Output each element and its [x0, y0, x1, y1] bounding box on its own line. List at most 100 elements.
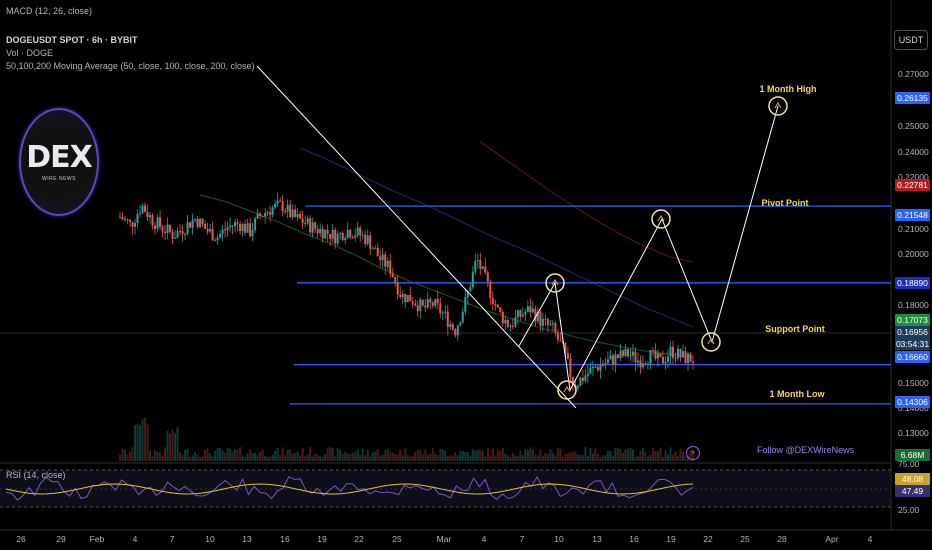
volume-bar [421, 453, 424, 461]
candle [469, 287, 472, 292]
candle [176, 231, 179, 238]
candle [296, 213, 299, 217]
volume-bar [124, 449, 127, 461]
candle [184, 233, 187, 235]
candle [411, 301, 414, 304]
volume-bar [556, 447, 559, 461]
candle [514, 317, 517, 327]
rsi-legend[interactable]: RSI (14, close) [6, 470, 66, 480]
candle [506, 319, 509, 327]
currency-button[interactable]: USDT [894, 30, 928, 50]
volume-bar [671, 454, 674, 461]
macd-header[interactable]: MACD (12, 26, close) [6, 6, 93, 16]
volume-bar [619, 449, 622, 461]
volume-bar [336, 447, 339, 461]
volume-bar [281, 447, 284, 461]
volume-bar [289, 449, 292, 461]
volume-bar [684, 456, 687, 461]
candle [459, 322, 462, 326]
volume-bar [521, 455, 524, 461]
moving-average-legend[interactable]: 50,100,200 Moving Average (50, close, 10… [6, 61, 255, 71]
candle [511, 325, 514, 327]
volume-legend[interactable]: Vol · DOGE [6, 48, 54, 58]
volume-bar [199, 456, 202, 461]
price-label: 0.16956 [895, 326, 930, 338]
volume-bar [129, 452, 132, 461]
volume-bar [404, 448, 407, 461]
candle [121, 216, 124, 220]
lightning-icon[interactable]: ⚡ [686, 446, 700, 460]
volume-bar [504, 453, 507, 461]
candle [539, 311, 542, 326]
rsi-tick: 75.00 [898, 459, 920, 469]
candle [144, 205, 147, 212]
volume-bar [501, 447, 504, 461]
volume-bar [149, 450, 152, 461]
pivot-arrow [563, 385, 571, 393]
volume-bar [366, 449, 369, 461]
volume-bar [456, 455, 459, 461]
candle [509, 325, 512, 327]
candle [684, 351, 687, 364]
candle [171, 231, 174, 239]
volume-bar [424, 449, 427, 461]
volume-bar [554, 455, 557, 461]
candle [139, 212, 142, 214]
price-tick: 0.13000 [898, 428, 929, 438]
volume-bar [559, 448, 562, 461]
candle [266, 212, 269, 214]
time-tick: Mar [436, 534, 452, 544]
candle [439, 303, 442, 314]
price-tick: 0.15000 [898, 378, 929, 388]
volume-bar [486, 447, 489, 461]
candle [284, 211, 287, 213]
time-tick: 28 [777, 534, 787, 544]
candle [409, 295, 412, 302]
volume-bar [194, 452, 197, 461]
volume-bar [669, 447, 672, 461]
candle [256, 213, 259, 219]
time-tick: 16 [629, 534, 639, 544]
volume-bar [659, 447, 662, 461]
volume-bar [609, 450, 612, 461]
volume-bar [601, 455, 604, 461]
candle [254, 218, 257, 231]
volume-bar [414, 452, 417, 461]
time-tick: 19 [317, 534, 327, 544]
candle [576, 386, 579, 389]
candle [141, 205, 144, 213]
volume-bar [654, 451, 657, 461]
candle [326, 229, 329, 234]
volume-bar [334, 456, 337, 461]
price-label: 0.14306 [895, 396, 930, 408]
candle [224, 229, 227, 231]
candle [239, 223, 242, 232]
candle [354, 235, 357, 238]
candle [579, 377, 582, 387]
volume-bar [151, 456, 154, 461]
candle [434, 298, 437, 306]
candle [251, 230, 254, 236]
candle [569, 358, 572, 377]
volume-bar [411, 455, 414, 461]
candle [181, 231, 184, 235]
candle [489, 281, 492, 299]
candle [641, 363, 644, 368]
candle [386, 260, 389, 267]
volume-bar [644, 451, 647, 461]
candle [466, 291, 469, 298]
volume-bar [569, 452, 572, 461]
candle [281, 201, 284, 212]
candle [334, 229, 337, 244]
symbol-title[interactable]: DOGEUSDT SPOT · 6h · BYBIT [6, 35, 138, 45]
price-tick: 0.25000 [898, 121, 929, 131]
time-tick: 22 [703, 534, 713, 544]
candle [404, 293, 407, 303]
candle [366, 235, 369, 244]
candle [286, 204, 289, 212]
price-label: 0.21548 [895, 209, 930, 221]
volume-bar [514, 455, 517, 461]
annotation-month-high: 1 Month High [759, 84, 817, 94]
